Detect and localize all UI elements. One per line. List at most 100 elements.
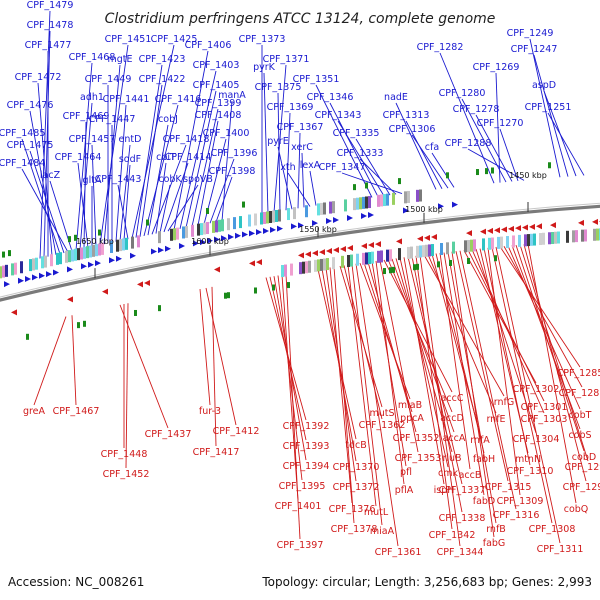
reverse-gene-arrow xyxy=(536,223,542,230)
gene-label-forward: CPF_1468 xyxy=(69,52,116,63)
connector-line-top xyxy=(21,168,69,253)
gene-label-forward: sodF xyxy=(119,154,141,165)
gene-label-forward: CPF_1457 xyxy=(69,134,116,145)
connector-line-bottom xyxy=(325,267,357,482)
kbp-tick-label: 1550 kbp xyxy=(299,225,337,234)
gene-label-reverse: tdcB xyxy=(345,440,367,451)
connector-line-top xyxy=(359,158,397,195)
gc-skew-mark xyxy=(437,261,440,268)
connector-line-top xyxy=(167,184,199,232)
connector-line-top xyxy=(123,164,131,241)
cog-block-forward xyxy=(95,244,98,257)
gene-label-reverse: CPF_1417 xyxy=(193,447,240,458)
cog-block-forward xyxy=(380,194,383,207)
connector-line-top xyxy=(395,102,437,190)
connector-line-top xyxy=(547,112,585,176)
connector-line-bottom xyxy=(435,253,485,454)
connector-line-bottom xyxy=(281,274,299,501)
cog-block-reverse xyxy=(281,265,284,278)
gene-label-forward: lexA xyxy=(300,160,321,171)
cog-block-forward xyxy=(32,258,35,271)
gc-skew-mark xyxy=(83,320,86,327)
cog-block-forward xyxy=(14,262,17,275)
cog-block-reverse xyxy=(464,240,467,253)
cog-block-reverse xyxy=(332,257,335,270)
forward-gene-arrow xyxy=(88,261,94,268)
gene-label-reverse: fabH xyxy=(473,454,495,465)
reverse-gene-arrow xyxy=(340,245,346,252)
connector-line-top xyxy=(273,64,287,213)
gene-label-forward: mgtE xyxy=(107,54,132,65)
gc-skew-mark xyxy=(491,167,494,174)
cog-block-forward xyxy=(419,189,422,202)
cog-block-forward xyxy=(29,259,32,272)
gene-label-reverse: CPF_1316 xyxy=(493,510,540,521)
cog-block-forward xyxy=(125,237,128,250)
cog-block-reverse xyxy=(410,246,413,259)
connector-line-top xyxy=(309,170,317,206)
cog-block-forward xyxy=(59,252,62,265)
connector-line-top xyxy=(191,108,219,227)
gc-skew-mark xyxy=(98,229,101,236)
cog-block-reverse xyxy=(575,230,578,243)
connector-line-top xyxy=(221,100,233,222)
cog-block-forward xyxy=(239,216,242,229)
connector-line-bottom xyxy=(495,246,561,544)
connector-line-bottom xyxy=(125,303,129,469)
cog-block-forward xyxy=(287,208,290,221)
reverse-gene-arrow xyxy=(11,309,17,316)
feature-tracks xyxy=(0,162,600,340)
gene-label-forward: CPF_1479 xyxy=(27,0,74,11)
cog-block-forward xyxy=(80,247,83,260)
cog-block-forward xyxy=(212,220,215,233)
cog-block-reverse xyxy=(518,234,521,247)
gene-label-reverse: greA xyxy=(23,406,46,417)
connector-line-top xyxy=(143,104,179,237)
connector-line-top xyxy=(197,120,219,226)
gene-label-reverse: CPF_1285 xyxy=(557,368,600,379)
gene-label-reverse: CPF_1361 xyxy=(375,547,422,558)
cog-block-forward xyxy=(332,201,335,214)
gc-skew-mark xyxy=(353,184,356,191)
forward-gene-arrow xyxy=(39,272,45,279)
connector-line-top xyxy=(467,148,525,181)
connector-line-bottom xyxy=(347,264,377,507)
gene-label-reverse: cobS xyxy=(568,430,591,441)
connector-line-bottom xyxy=(383,259,453,393)
gene-label-forward: CPF_1278 xyxy=(453,104,500,115)
reverse-gene-arrow xyxy=(326,248,332,255)
forward-gene-arrow xyxy=(53,269,59,276)
cog-block-forward xyxy=(260,212,263,225)
forward-gene-arrow xyxy=(249,230,255,237)
reverse-gene-arrow xyxy=(67,296,73,303)
gc-skew-mark xyxy=(416,263,419,270)
reverse-gene-arrow xyxy=(487,227,493,234)
cog-block-forward xyxy=(377,194,380,207)
cog-block-forward xyxy=(392,192,395,205)
connector-line-bottom xyxy=(355,263,399,547)
cog-block-forward xyxy=(215,220,218,233)
forward-gene-arrow xyxy=(452,201,458,208)
gene-label-forward: CPF_1441 xyxy=(103,94,150,105)
gene-label-reverse: fabG xyxy=(483,538,506,549)
cog-block-reverse xyxy=(524,234,527,247)
cog-block-reverse xyxy=(362,252,365,265)
gene-label-reverse: pfl xyxy=(400,467,412,478)
cog-block-forward xyxy=(404,191,407,204)
gene-label-forward: CPF_1396 xyxy=(211,148,258,159)
connector-line-top xyxy=(115,104,127,242)
connector-line-top xyxy=(411,134,449,189)
cog-block-forward xyxy=(74,248,77,261)
gene-label-reverse: CPF_1287 xyxy=(559,388,600,399)
connector-line-top xyxy=(297,132,301,209)
gene-label-reverse: fur-3 xyxy=(199,406,221,417)
gene-label-forward: CPF_1418 xyxy=(163,134,210,145)
backbone-highlight xyxy=(0,202,600,298)
connector-line-bottom xyxy=(527,243,577,504)
gene-label-forward: CPF_1476 xyxy=(7,100,54,111)
gc-skew-mark xyxy=(449,259,452,266)
forward-gene-arrow xyxy=(158,247,164,254)
gc-skew-mark xyxy=(365,182,368,189)
gene-label-forward: CPF_1399 xyxy=(195,98,242,109)
gene-label-forward: CPF_1408 xyxy=(195,110,242,121)
